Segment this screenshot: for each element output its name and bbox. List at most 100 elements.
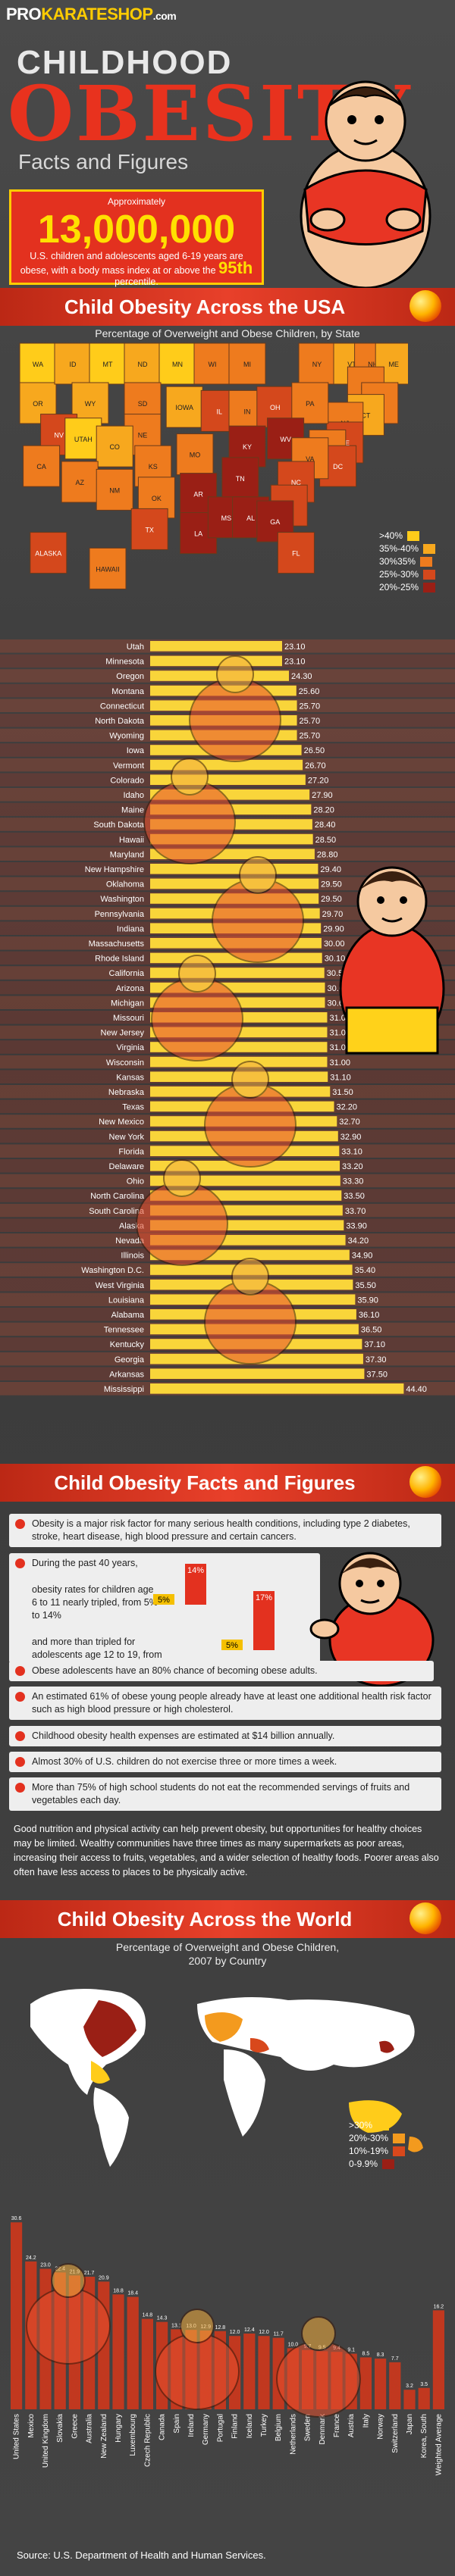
us-bar-row: Arkansas 37.50 [0, 1367, 455, 1380]
world-section-title: Child Obesity Across the World [57, 1908, 353, 1930]
us-bar-label: Vermont [113, 761, 144, 771]
mini-bar-teens-start [221, 1640, 243, 1650]
svg-text:IL: IL [216, 408, 222, 415]
us-bar-value: 24.30 [291, 672, 312, 681]
us-bar-label: North Dakota [95, 717, 145, 726]
world-bar-value: 3.5 [420, 2382, 428, 2387]
world-legend-item: >30% [349, 2120, 405, 2131]
stat-percentile: 95th [218, 258, 253, 277]
svg-text:AZ: AZ [75, 479, 84, 486]
obese-kid-illustration-top [300, 80, 431, 289]
us-legend-item: 20%-25% [379, 582, 436, 592]
us-bar-row: Mississippi 44.40 [0, 1382, 455, 1396]
us-bar-label: Colorado [110, 776, 144, 785]
us-state-pa: PA [291, 382, 329, 424]
world-bar-label: Greece [71, 2414, 79, 2439]
globe-icon [410, 1902, 441, 1934]
svg-text:KS: KS [149, 463, 158, 470]
us-bar-value: 34.90 [352, 1252, 373, 1261]
world-bar-label: Turkey [260, 2414, 268, 2437]
us-legend-item: 25%-30% [379, 569, 436, 580]
us-bar-value: 33.90 [346, 1221, 367, 1230]
us-bar-value: 31.00 [329, 1043, 350, 1052]
us-state-id: ID [54, 342, 92, 385]
world-bar-value: 18.8 [113, 2288, 124, 2293]
us-bar-value: 27.90 [312, 791, 333, 800]
kid-figure-overlay [151, 955, 243, 1061]
us-bar-label: Illinois [121, 1252, 144, 1261]
us-legend-item: >40% [379, 530, 435, 541]
us-bar-label: Oklahoma [106, 880, 145, 889]
world-bar-group: 18.4 Luxembourg [127, 2291, 139, 2456]
us-state-mo: MO [176, 433, 214, 476]
svg-text:OH: OH [270, 404, 281, 411]
svg-text:NY: NY [312, 361, 322, 368]
us-bar-value: 33.70 [345, 1207, 366, 1216]
bullet-icon [15, 1757, 25, 1767]
us-bar-value: 28.40 [315, 821, 336, 830]
growth-mini-chart: 5% 14% 5% 17% [153, 1564, 275, 1650]
us-state-wa: WA [19, 342, 57, 385]
world-bar-value: 30.6 [11, 2216, 22, 2221]
svg-text:PA: PA [306, 400, 314, 408]
us-bar-label: Florida [118, 1147, 145, 1156]
us-bar-label: Georgia [115, 1355, 145, 1365]
us-bar-label: West Virginia [96, 1281, 145, 1290]
us-bar-value: 31.00 [329, 1029, 350, 1038]
us-bar-label: Missouri [113, 1014, 144, 1023]
world-legend-label: 10%-19% [349, 2146, 389, 2156]
us-legend-swatch [423, 543, 436, 554]
us-bar-value: 32.90 [340, 1133, 362, 1142]
us-bar-value: 35.50 [355, 1281, 376, 1290]
world-bar-label: United States [13, 2414, 21, 2459]
us-bar [150, 1383, 404, 1394]
us-state-az: AZ [61, 461, 99, 503]
bullet-icon [15, 1558, 25, 1568]
world-bar [243, 2334, 256, 2409]
fact-risk-factors-61: An estimated 61% of obese young people a… [9, 1687, 441, 1720]
world-legend-swatch [393, 2133, 406, 2143]
svg-text:MT: MT [103, 361, 113, 368]
fact3-text: Obese adolescents have an 80% chance of … [32, 1665, 318, 1676]
svg-text:WY: WY [85, 400, 96, 408]
stat-desc-after: percentile. [115, 277, 158, 287]
us-bar-row: Colorado 27.20 [0, 773, 455, 786]
logo-karateshop: KARATESHOP [41, 5, 153, 23]
us-bar-label: New Hampshire [85, 865, 144, 874]
us-bar-label: Rhode Island [95, 955, 144, 964]
svg-text:ID: ID [70, 361, 77, 368]
world-bar-value: 23.0 [40, 2263, 51, 2268]
us-legend-label: 30%35% [379, 556, 416, 567]
us-bar-value: 29.70 [322, 910, 344, 919]
world-section-header: Child Obesity Across the World [0, 1900, 455, 1938]
svg-text:UTAH: UTAH [74, 436, 93, 443]
svg-text:NH: NH [368, 361, 378, 368]
kid-figure-overlay [136, 1159, 228, 1266]
us-bar-value: 36.10 [359, 1311, 380, 1320]
world-legend-label: 0-9.9% [349, 2159, 378, 2169]
world-bar-value: 16.2 [434, 2304, 444, 2309]
us-bar-row: Illinois 34.90 [0, 1248, 455, 1262]
us-bar-value: 30.00 [324, 939, 345, 949]
world-bar-label: Austria [347, 2414, 356, 2438]
svg-text:VT: VT [347, 361, 356, 368]
us-legend-swatch [407, 530, 420, 541]
us-legend-item: 35%-40% [379, 543, 436, 554]
svg-text:HAWAII: HAWAII [96, 565, 119, 573]
world-bar-label: New Zealand [100, 2414, 108, 2459]
us-legend-label: 20%-25% [379, 582, 419, 592]
site-logo[interactable]: PROKARATESHOP.com [6, 5, 177, 24]
world-bar-label: United Kingdom [42, 2414, 50, 2468]
svg-text:NC: NC [291, 479, 301, 486]
svg-text:CT: CT [361, 412, 370, 420]
us-bar-value: 29.40 [320, 865, 341, 874]
us-bar-label: Indiana [117, 924, 145, 933]
kid-figure-overlay [276, 2316, 361, 2418]
us-bar-value: 31.10 [330, 1073, 351, 1082]
world-bar-label: Portugal [216, 2414, 224, 2442]
svg-text:NM: NM [109, 486, 120, 494]
us-bar-value: 33.50 [344, 1192, 365, 1201]
us-bar-value: 26.50 [304, 746, 325, 755]
world-bar-group: 18.8 Hungary [112, 2288, 124, 2443]
